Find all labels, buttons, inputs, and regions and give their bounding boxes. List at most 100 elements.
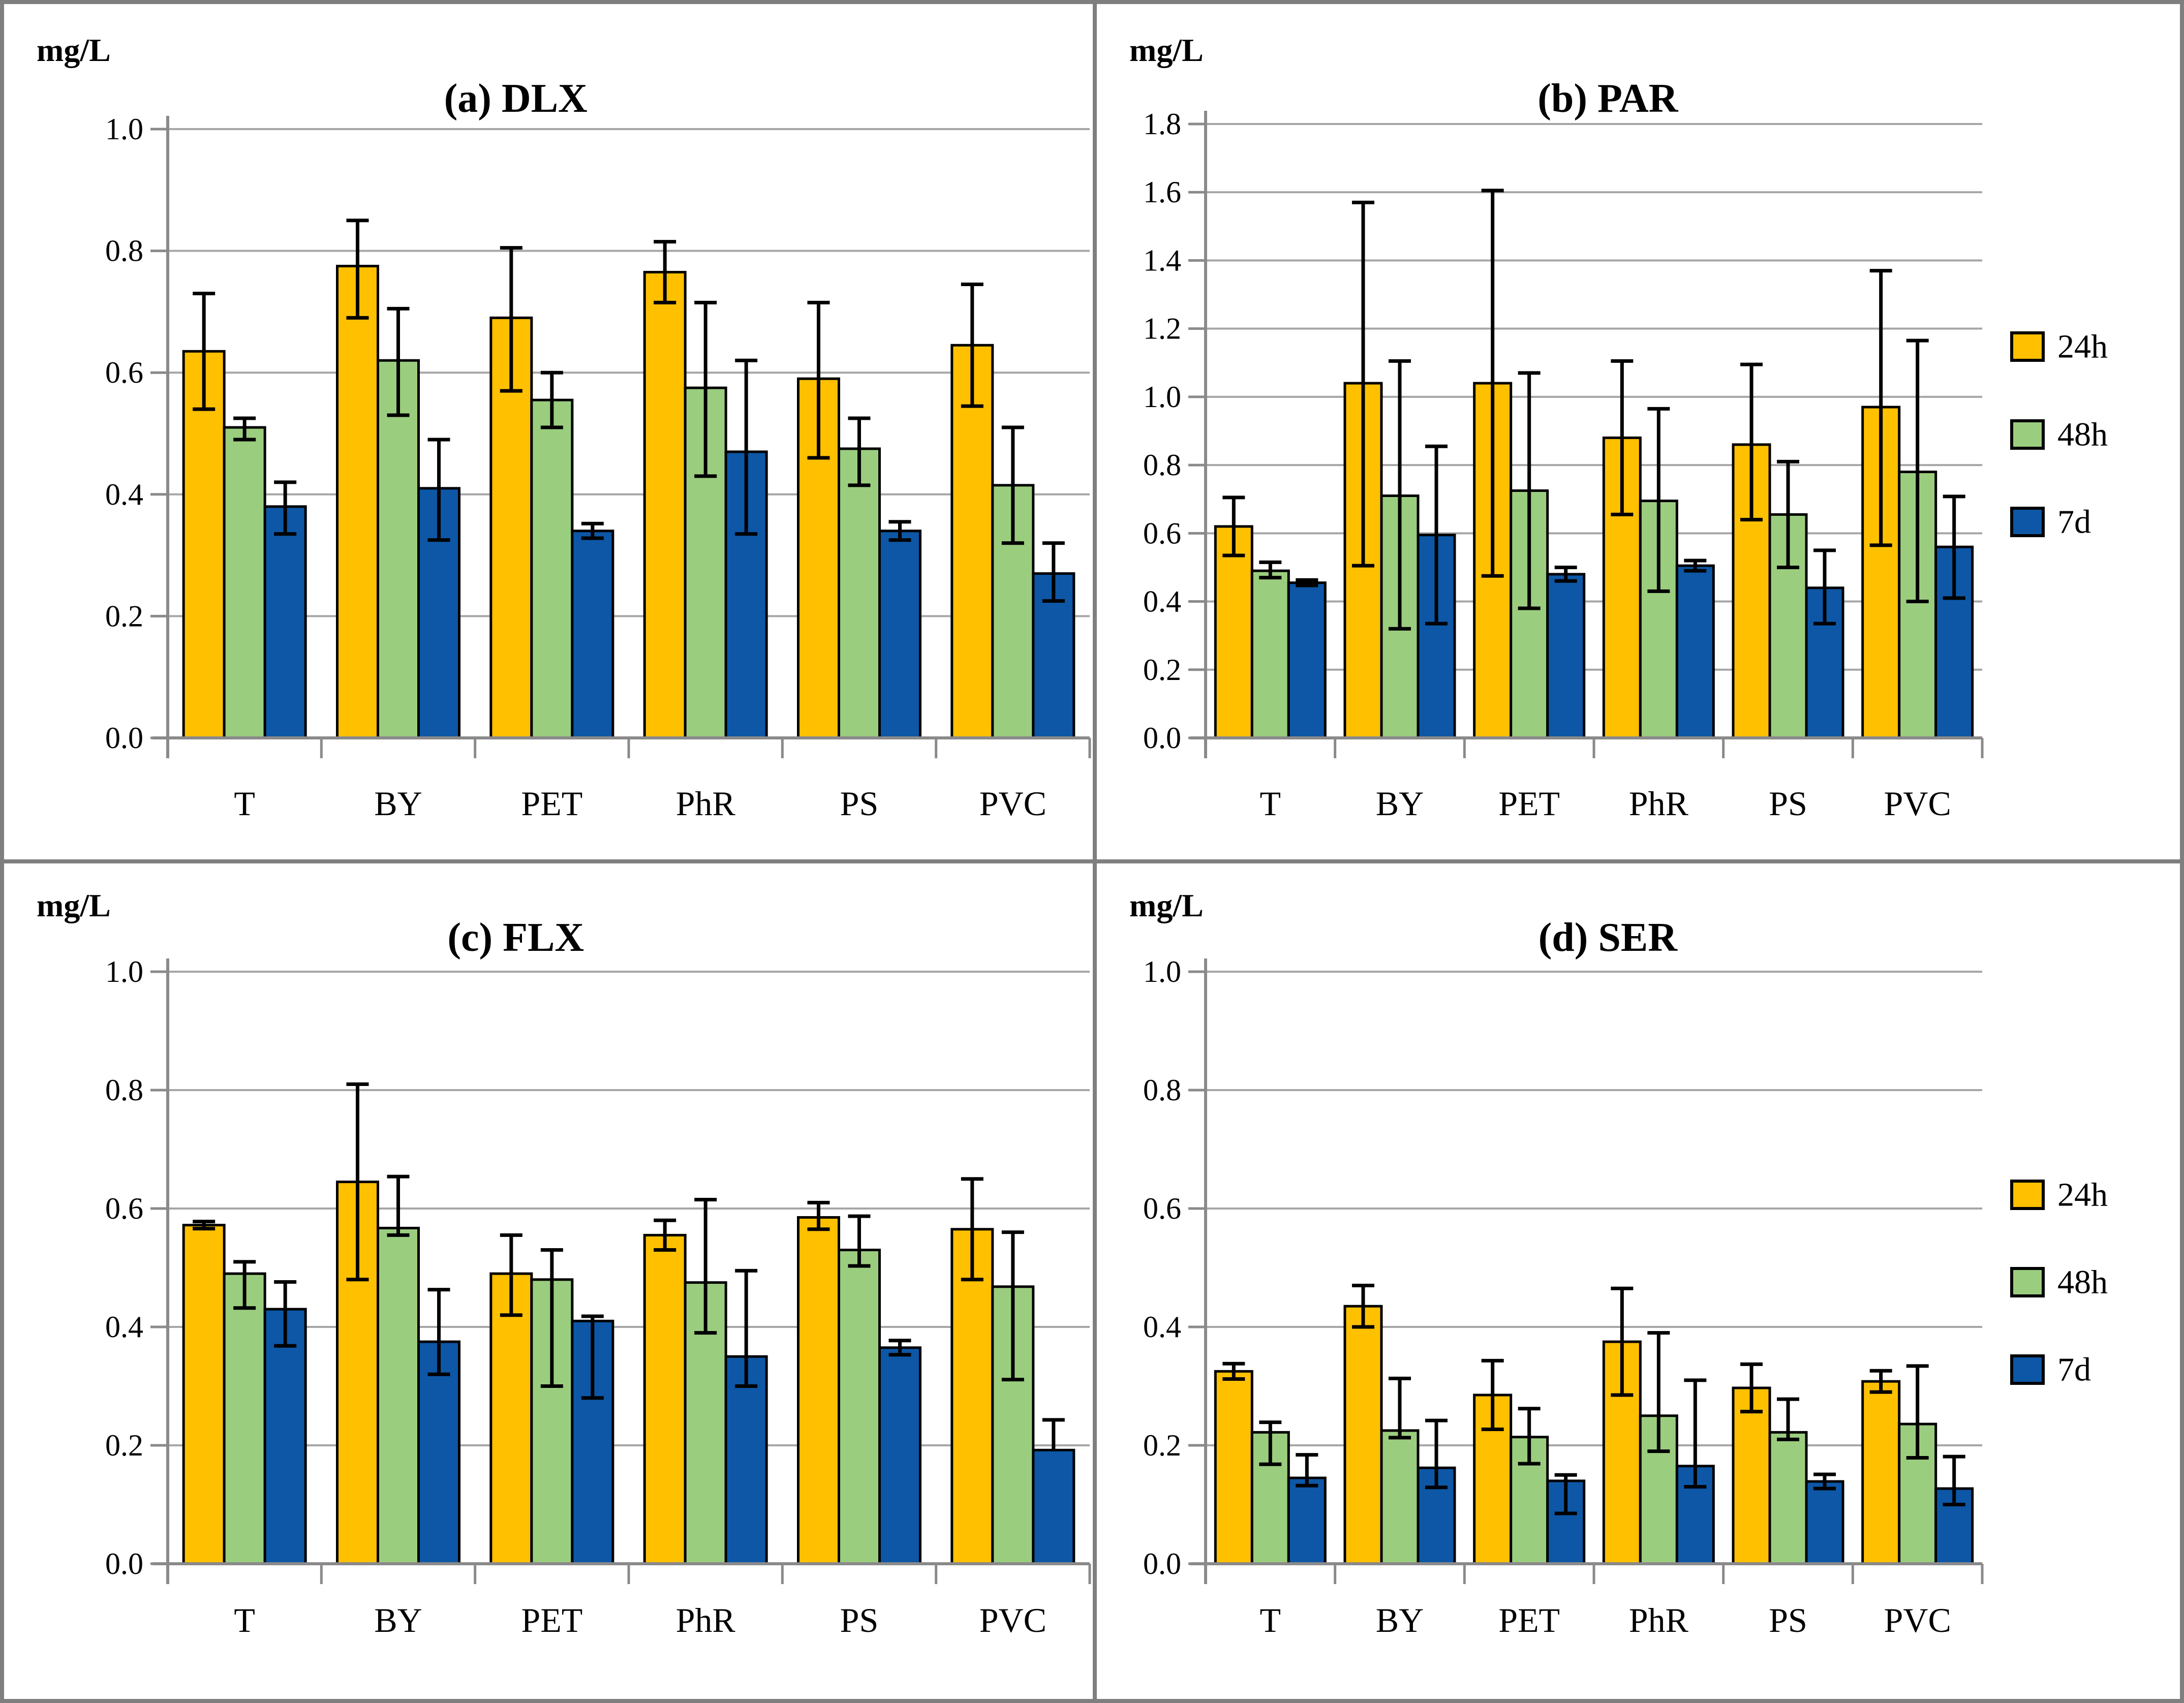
error-bar (346, 219, 369, 320)
error-bar (1259, 560, 1282, 580)
category-label: T (1260, 784, 1281, 823)
error-bar (1684, 559, 1707, 573)
bar-b-T-24h (1214, 525, 1253, 739)
category-label: PET (1498, 1601, 1560, 1639)
y-tick-label: 0.2 (105, 599, 143, 633)
error-bar (1740, 1362, 1763, 1414)
error-bar (1906, 338, 1929, 604)
error-bar (1425, 444, 1448, 626)
error-bar (581, 521, 604, 540)
unit-label: mg/L (37, 887, 111, 923)
category-label: PET (521, 784, 582, 823)
bar-a-PS-48h (838, 447, 881, 739)
chart-d: 0.0 0.2 0.4 0.6 0.8 1.0 T BY PET PhR PS PVC mg/L (d) … (1129, 887, 2108, 1639)
category-label: PS (840, 784, 879, 823)
bar-c-PhR-7d (724, 1355, 768, 1565)
error-bar (540, 370, 563, 429)
y-tick-label: 1.0 (1143, 380, 1181, 414)
bar-d-PS-24h (1732, 1386, 1771, 1565)
legend-label-48h: 48h (2057, 416, 2108, 453)
error-bar (1684, 1378, 1707, 1489)
bar-c-T-24h (182, 1224, 226, 1565)
y-tick-label: 0.2 (1143, 1429, 1181, 1462)
legend-swatch-48h (2010, 419, 2045, 450)
error-bar (1296, 1453, 1318, 1488)
error-bar (848, 416, 871, 487)
category-label: T (234, 1601, 255, 1639)
y-tick-label: 0.4 (105, 1310, 143, 1344)
y-tick-label: 1.6 (1143, 175, 1181, 209)
error-bar (193, 1220, 216, 1231)
unit-label: mg/L (1129, 887, 1204, 923)
y-tick-label: 0.8 (1143, 448, 1181, 482)
error-bar (1352, 200, 1374, 568)
unit-label: mg/L (37, 32, 111, 68)
error-bar (500, 246, 522, 393)
error-bar (346, 1082, 369, 1282)
bar-c-PVC-24h (950, 1228, 994, 1565)
panel-flx: 0.0 0.2 0.4 0.6 0.8 1.0 T BY PET PhR PS PVC mg/L (c) … (4, 863, 1093, 1699)
error-bar (735, 1268, 758, 1388)
panel-divider-vertical (1093, 4, 1097, 1699)
category-label: PhR (1629, 1601, 1689, 1639)
y-tick-label: 0.4 (1143, 1310, 1181, 1344)
panel-title: (c) FLX (447, 915, 584, 960)
bar-b-T-48h (1250, 569, 1290, 739)
bar-d-PS-7d (1805, 1480, 1844, 1565)
bar-a-PhR-24h (643, 271, 687, 739)
legend-swatch-7d (2010, 1354, 2045, 1385)
error-bar (1481, 1358, 1504, 1432)
y-tick-label: 0.2 (1143, 653, 1181, 687)
y-tick-label: 0.6 (1143, 516, 1181, 550)
error-bar (694, 300, 717, 478)
error-bar (500, 1233, 522, 1317)
y-tick-label: 0.6 (1143, 1192, 1181, 1225)
error-bar (1518, 371, 1541, 610)
bar-a-BY-24h (336, 265, 379, 739)
error-bar (888, 1339, 911, 1357)
bar-d-T-24h (1214, 1370, 1253, 1565)
y-tick-label: 0.0 (1143, 721, 1181, 755)
error-bar (1869, 269, 1892, 547)
chart-c: 0.0 0.2 0.4 0.6 0.8 1.0 T BY PET PhR PS PVC mg/L (c) … (37, 887, 1091, 1639)
error-bar (1740, 362, 1763, 521)
y-tick-label: 0.8 (1143, 1073, 1181, 1107)
category-label: PS (840, 1601, 879, 1639)
error-bar (427, 1288, 450, 1376)
category-label: T (1260, 1601, 1281, 1639)
panel-dlx: 0.0 0.2 0.4 0.6 0.8 1.0 T BY PET PhR PS PVC mg/L (a) … (4, 4, 1093, 859)
error-bar (1296, 578, 1318, 587)
error-bar (1425, 1418, 1448, 1490)
panel-title: (a) DLX (444, 76, 588, 121)
error-bar (427, 438, 450, 542)
y-tick-label: 1.0 (1143, 955, 1181, 988)
error-bar (1352, 1283, 1374, 1329)
error-bar (387, 1174, 410, 1237)
error-bar (233, 416, 256, 442)
error-bar (735, 358, 758, 536)
y-tick-label: 0.2 (105, 1429, 143, 1462)
category-label: PVC (979, 784, 1047, 823)
error-bar (1943, 1454, 1965, 1506)
bar-a-T-7d (263, 505, 307, 739)
bar-b-T-7d (1287, 581, 1327, 739)
error-bar (1777, 1397, 1799, 1441)
legend-label-24h: 24h (2057, 328, 2108, 365)
y-tick-label: 0.4 (105, 478, 143, 511)
error-bar (1518, 1407, 1541, 1466)
category-label: PET (1498, 784, 1560, 823)
category-label: PET (521, 1601, 582, 1639)
error-bar (1222, 1361, 1245, 1381)
error-bar (1777, 459, 1799, 569)
bar-d-BY-48h (1380, 1429, 1420, 1565)
bar-d-BY-24h (1343, 1305, 1383, 1565)
bar-c-T-48h (223, 1272, 266, 1565)
category-label: BY (1376, 1601, 1424, 1639)
error-bar (1259, 1420, 1282, 1466)
bar-a-BY-48h (377, 359, 420, 739)
error-bar (233, 1260, 256, 1310)
error-bar (193, 291, 216, 411)
y-tick-label: 0.0 (105, 1547, 143, 1581)
error-bar (807, 1200, 830, 1231)
legend-label-7d: 7d (2057, 1351, 2091, 1388)
